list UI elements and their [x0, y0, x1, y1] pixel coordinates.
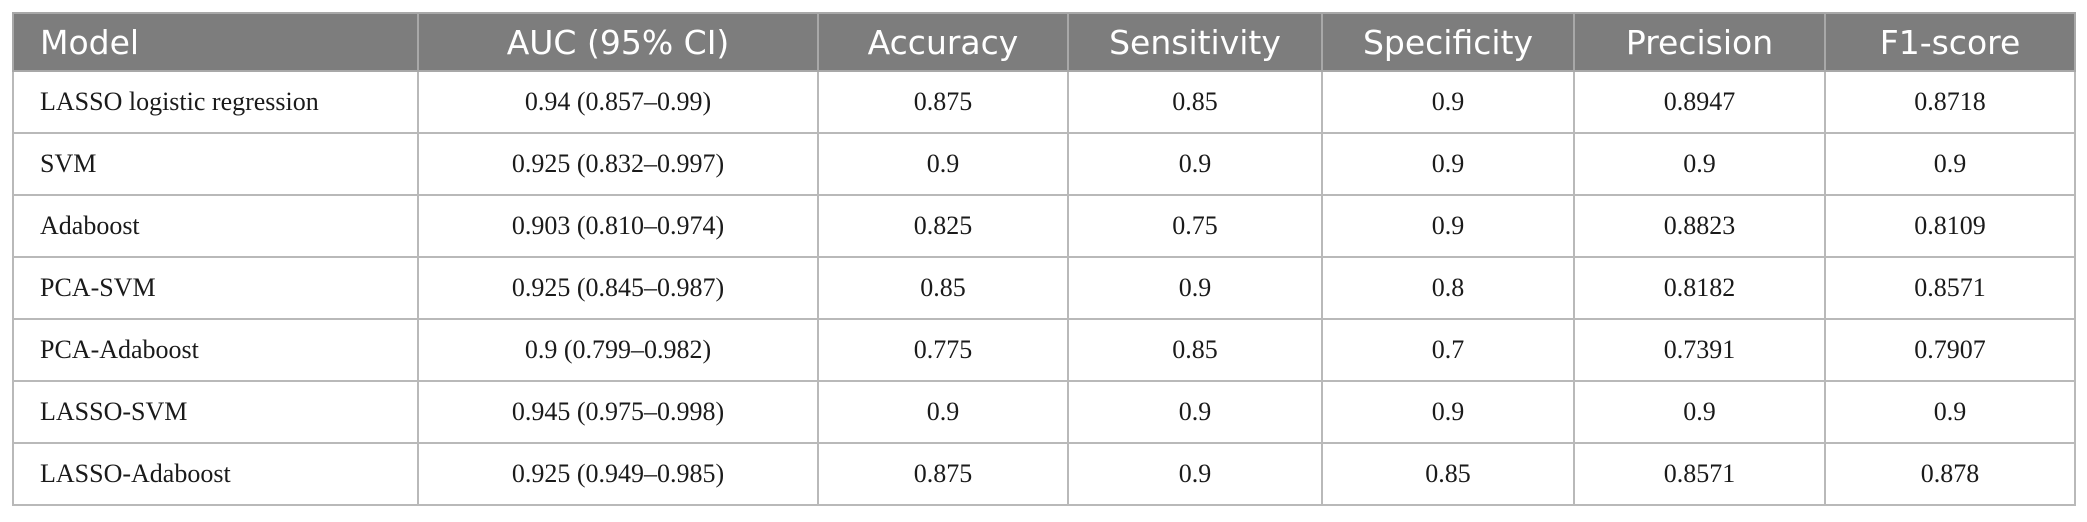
model-performance-table: Model AUC (95% CI) Accuracy Sensitivity …: [12, 12, 2076, 506]
cell-auc: 0.925 (0.832–0.997): [417, 132, 819, 196]
cell-auc: 0.945 (0.975–0.998): [417, 380, 819, 444]
cell-precision: 0.8571: [1573, 442, 1826, 506]
cell-specificity: 0.9: [1321, 194, 1575, 258]
cell-precision: 0.8182: [1573, 256, 1826, 320]
cell-precision: 0.9: [1573, 380, 1826, 444]
header-auc: AUC (95% CI): [417, 12, 819, 72]
table-row: SVM 0.925 (0.832–0.997) 0.9 0.9 0.9 0.9 …: [12, 132, 2076, 196]
cell-model: Adaboost: [12, 194, 419, 258]
cell-specificity: 0.9: [1321, 380, 1575, 444]
cell-specificity: 0.7: [1321, 318, 1575, 382]
table-row: LASSO logistic regression 0.94 (0.857–0.…: [12, 70, 2076, 134]
header-row: Model AUC (95% CI) Accuracy Sensitivity …: [12, 12, 2076, 72]
cell-accuracy: 0.85: [817, 256, 1069, 320]
header-precision: Precision: [1573, 12, 1826, 72]
cell-f1-score: 0.8109: [1824, 194, 2076, 258]
cell-sensitivity: 0.85: [1067, 318, 1323, 382]
table-row: PCA-Adaboost 0.9 (0.799–0.982) 0.775 0.8…: [12, 318, 2076, 382]
cell-specificity: 0.8: [1321, 256, 1575, 320]
header-model: Model: [12, 12, 419, 72]
cell-auc: 0.903 (0.810–0.974): [417, 194, 819, 258]
cell-sensitivity: 0.9: [1067, 442, 1323, 506]
table-row: Adaboost 0.903 (0.810–0.974) 0.825 0.75 …: [12, 194, 2076, 258]
cell-accuracy: 0.775: [817, 318, 1069, 382]
cell-model: LASSO logistic regression: [12, 70, 419, 134]
cell-accuracy: 0.9: [817, 132, 1069, 196]
table-header: Model AUC (95% CI) Accuracy Sensitivity …: [12, 12, 2076, 72]
cell-auc: 0.94 (0.857–0.99): [417, 70, 819, 134]
cell-specificity: 0.9: [1321, 132, 1575, 196]
cell-sensitivity: 0.9: [1067, 380, 1323, 444]
cell-precision: 0.9: [1573, 132, 1826, 196]
cell-auc: 0.925 (0.949–0.985): [417, 442, 819, 506]
cell-f1-score: 0.9: [1824, 132, 2076, 196]
cell-f1-score: 0.878: [1824, 442, 2076, 506]
table-body: LASSO logistic regression 0.94 (0.857–0.…: [12, 70, 2076, 506]
cell-sensitivity: 0.85: [1067, 70, 1323, 134]
cell-accuracy: 0.9: [817, 380, 1069, 444]
header-accuracy: Accuracy: [817, 12, 1069, 72]
cell-specificity: 0.9: [1321, 70, 1575, 134]
cell-specificity: 0.85: [1321, 442, 1575, 506]
cell-f1-score: 0.8718: [1824, 70, 2076, 134]
cell-precision: 0.7391: [1573, 318, 1826, 382]
cell-sensitivity: 0.9: [1067, 132, 1323, 196]
table-row: PCA-SVM 0.925 (0.845–0.987) 0.85 0.9 0.8…: [12, 256, 2076, 320]
cell-auc: 0.925 (0.845–0.987): [417, 256, 819, 320]
cell-sensitivity: 0.75: [1067, 194, 1323, 258]
header-specificity: Specificity: [1321, 12, 1575, 72]
cell-precision: 0.8947: [1573, 70, 1826, 134]
header-sensitivity: Sensitivity: [1067, 12, 1323, 72]
cell-f1-score: 0.9: [1824, 380, 2076, 444]
cell-precision: 0.8823: [1573, 194, 1826, 258]
cell-accuracy: 0.825: [817, 194, 1069, 258]
cell-model: PCA-Adaboost: [12, 318, 419, 382]
cell-accuracy: 0.875: [817, 442, 1069, 506]
header-f1-score: F1-score: [1824, 12, 2076, 72]
results-table-container: Model AUC (95% CI) Accuracy Sensitivity …: [12, 12, 2076, 506]
cell-f1-score: 0.7907: [1824, 318, 2076, 382]
cell-model: PCA-SVM: [12, 256, 419, 320]
cell-model: LASSO-Adaboost: [12, 442, 419, 506]
cell-auc: 0.9 (0.799–0.982): [417, 318, 819, 382]
table-row: LASSO-Adaboost 0.925 (0.949–0.985) 0.875…: [12, 442, 2076, 506]
cell-model: LASSO-SVM: [12, 380, 419, 444]
cell-model: SVM: [12, 132, 419, 196]
cell-f1-score: 0.8571: [1824, 256, 2076, 320]
table-row: LASSO-SVM 0.945 (0.975–0.998) 0.9 0.9 0.…: [12, 380, 2076, 444]
cell-sensitivity: 0.9: [1067, 256, 1323, 320]
cell-accuracy: 0.875: [817, 70, 1069, 134]
